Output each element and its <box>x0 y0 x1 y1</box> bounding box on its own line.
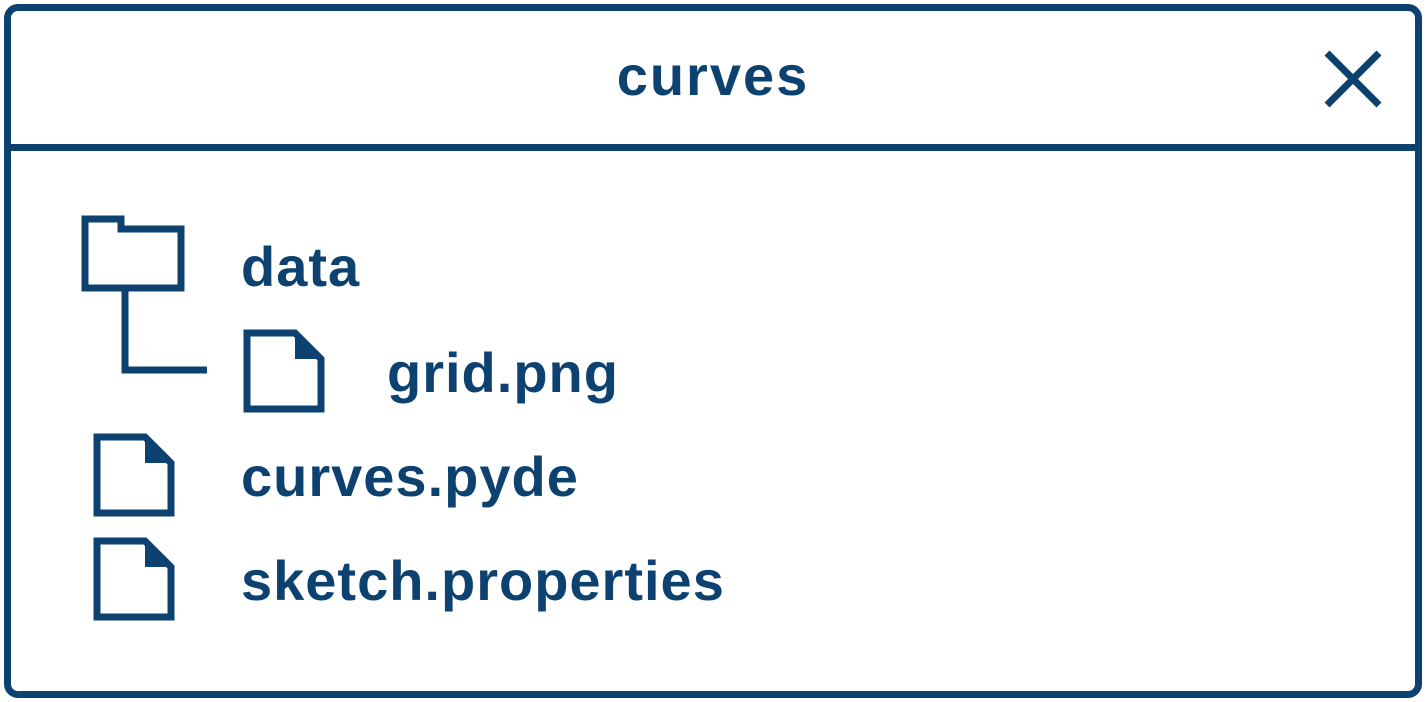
file-icon <box>93 433 177 519</box>
tree-item-label: data <box>241 235 361 298</box>
tree-item-label: grid.png <box>387 341 619 404</box>
file-browser-window: curves data <box>4 4 1422 698</box>
close-icon[interactable] <box>1321 47 1385 111</box>
tree-connector <box>121 289 207 374</box>
tree-item-grid-png[interactable]: grid.png <box>11 327 711 413</box>
file-icon <box>243 329 327 415</box>
folder-icon <box>81 215 191 295</box>
tree-item-data-folder[interactable]: data <box>11 215 431 298</box>
tree-item-label: curves.pyde <box>241 445 579 508</box>
tree-item-sketch-properties[interactable]: sketch.properties <box>11 535 811 621</box>
title-bar: curves <box>11 11 1415 151</box>
tree-item-curves-pyde[interactable]: curves.pyde <box>11 431 711 517</box>
file-icon <box>93 537 177 623</box>
tree-item-label: sketch.properties <box>241 549 725 612</box>
file-tree: data grid.png curves.pyde <box>11 151 1415 691</box>
window-title: curves <box>616 44 810 107</box>
close-button[interactable] <box>1321 47 1385 111</box>
